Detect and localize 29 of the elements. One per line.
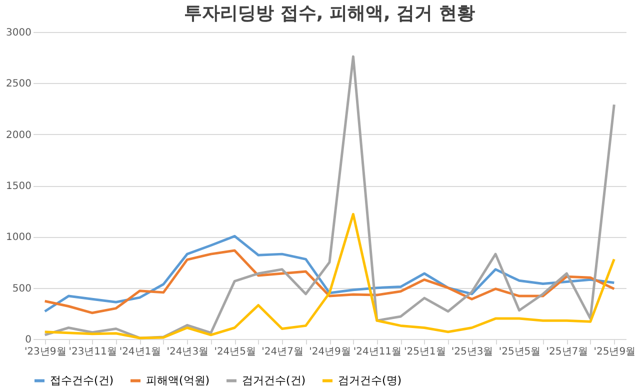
legend-label: 검거건수(명) (338, 374, 402, 387)
line-series (44, 55, 616, 340)
y-tick-label: 1500 (6, 181, 32, 192)
y-tick-label: 2500 (6, 78, 32, 90)
x-tick-label: '24년1월 (119, 346, 162, 358)
x-tick-label: '24년9월 (309, 346, 351, 358)
y-tick-label: 2000 (6, 130, 32, 141)
x-tick-label: '24년7월 (262, 346, 304, 358)
y-tick-label: 500 (12, 283, 32, 294)
x-tick-label: '25년1월 (404, 346, 446, 358)
x-tick-label: '25년9월 (594, 346, 636, 358)
line-series (44, 234, 616, 313)
x-tick-label: '23년11월 (68, 346, 117, 358)
line-series (44, 249, 616, 314)
x-tick-label: '24년11월 (353, 346, 402, 358)
legend-label: 접수건수(건) (50, 374, 114, 387)
x-tick-label: '25년3월 (451, 346, 494, 358)
chart-title: 투자리딩방 접수, 피해액, 검거 현황 (184, 3, 475, 24)
legend-label: 검거건수(건) (242, 374, 306, 387)
legend-label: 피해액(억원) (146, 374, 210, 387)
x-tick-label: '23년9월 (24, 346, 66, 358)
y-tick-label: 1000 (6, 232, 32, 244)
x-tick-label: '24년5월 (214, 346, 256, 358)
x-tick-label: '25년7월 (546, 346, 588, 358)
x-tick-label: '25년5월 (498, 346, 541, 358)
x-tick-label: '24년3월 (166, 346, 209, 358)
y-tick-label: 3000 (6, 28, 32, 38)
y-tick-label: 0 (25, 334, 32, 346)
line-series (44, 212, 616, 340)
